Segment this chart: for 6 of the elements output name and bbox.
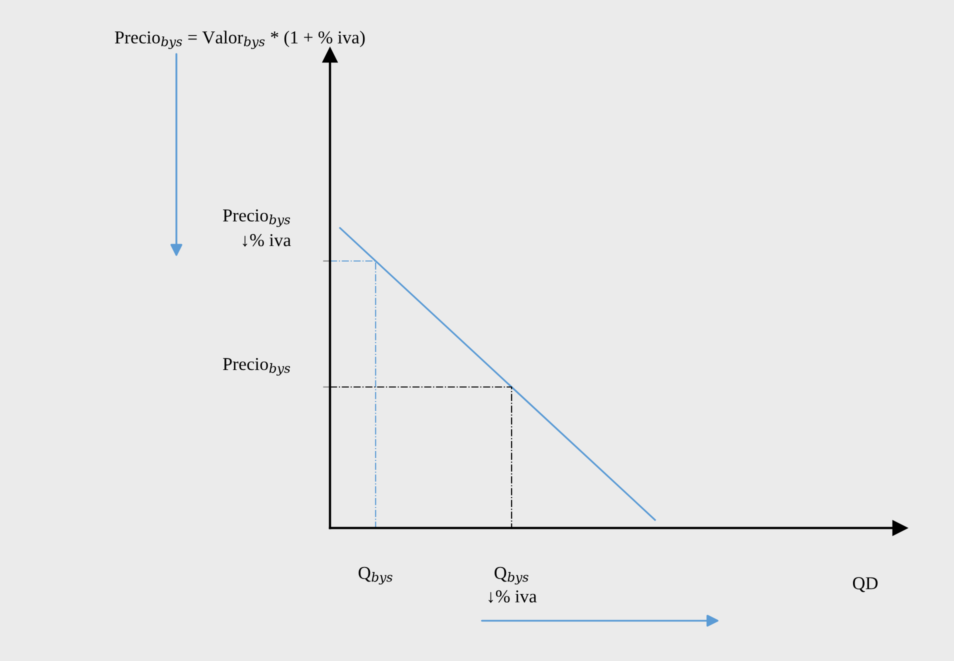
ref-line-label: Precio$_{bys}$ ↓% iva — [223, 209, 291, 247]
x-axis-title: QD — [852, 577, 878, 592]
text: Q$_{bys}$ — [358, 566, 392, 584]
text: Q$_{bys}$ ↓% iva — [488, 566, 537, 603]
ref-line-label: Precio$_{bys}$ — [223, 358, 290, 376]
text: Precio$_{bys}$ = Valor$_{bys}$ * (1 + % iva) — [114, 30, 365, 49]
